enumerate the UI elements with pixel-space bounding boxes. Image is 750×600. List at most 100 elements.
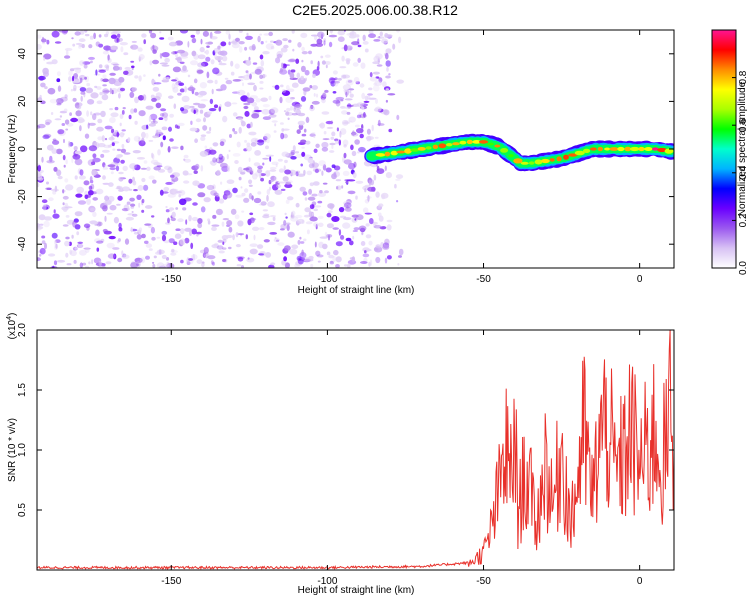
noise-speckle (86, 198, 91, 206)
noise-speckle (121, 254, 130, 259)
x-tick-label: -50 (476, 274, 491, 285)
noise-speckle (96, 126, 104, 132)
noise-speckle (37, 173, 43, 180)
noise-speckle (183, 158, 186, 161)
noise-speckle (92, 197, 98, 201)
noise-speckle (37, 125, 41, 129)
noise-speckle (263, 133, 271, 140)
noise-speckle (257, 244, 264, 249)
noise-speckle (244, 46, 248, 51)
noise-speckle (259, 172, 262, 179)
noise-speckle (268, 31, 274, 37)
noise-speckle (290, 149, 296, 156)
noise-speckle (228, 33, 231, 40)
noise-speckle (366, 95, 371, 100)
noise-speckle (212, 50, 216, 56)
noise-speckle (159, 37, 165, 40)
noise-speckle (350, 144, 354, 151)
noise-speckle (104, 137, 108, 141)
noise-speckle (84, 33, 90, 37)
noise-speckle (317, 200, 323, 204)
noise-speckle (310, 60, 314, 65)
noise-speckle (163, 186, 170, 192)
noise-speckle (331, 173, 337, 180)
noise-speckle (74, 247, 78, 250)
noise-speckle (266, 194, 269, 202)
ridge-hotspot (500, 148, 509, 153)
noise-speckle (49, 98, 58, 104)
noise-speckle (51, 30, 60, 38)
noise-speckle (130, 108, 135, 114)
noise-speckle (232, 187, 238, 194)
noise-speckle (257, 139, 264, 143)
noise-speckle (74, 31, 81, 36)
noise-speckle (351, 132, 359, 137)
noise-speckle (319, 190, 323, 194)
noise-speckle (73, 146, 78, 151)
noise-speckle (351, 214, 359, 218)
noise-speckle (373, 246, 383, 253)
noise-speckle (53, 260, 58, 266)
noise-speckle (202, 30, 209, 37)
noise-speckle (307, 196, 316, 201)
noise-speckle (69, 112, 72, 116)
noise-speckle (197, 62, 206, 68)
noise-speckle (125, 216, 134, 221)
noise-speckle (102, 205, 108, 212)
noise-speckle (328, 77, 336, 84)
noise-speckle (40, 82, 46, 88)
noise-speckle (296, 129, 301, 135)
noise-speckle (180, 228, 185, 235)
noise-speckle (349, 31, 357, 37)
noise-speckle (179, 88, 185, 93)
noise-speckle (382, 245, 390, 250)
noise-speckle (104, 195, 109, 201)
noise-speckle (325, 64, 328, 69)
noise-speckle (54, 118, 62, 121)
noise-speckle (72, 43, 76, 47)
noise-speckle (322, 164, 327, 171)
noise-speckle (290, 151, 295, 156)
noise-speckle (37, 225, 42, 231)
noise-speckle (310, 34, 319, 37)
noise-speckle (185, 219, 188, 225)
noise-speckle (325, 167, 332, 173)
noise-speckle (118, 76, 125, 83)
noise-speckle (281, 151, 290, 157)
noise-speckle (61, 30, 68, 35)
noise-speckle (171, 79, 177, 82)
noise-speckle (351, 30, 355, 34)
noise-speckle (207, 41, 214, 45)
noise-speckle (277, 158, 283, 162)
noise-speckle (230, 71, 235, 76)
noise-speckle (95, 229, 100, 236)
noise-speckle (285, 84, 290, 91)
noise-speckle (329, 261, 334, 265)
noise-speckle (282, 38, 288, 42)
noise-speckle (385, 60, 391, 67)
noise-speckle (369, 218, 374, 225)
noise-speckle (146, 124, 149, 130)
noise-speckle (334, 77, 338, 80)
noise-speckle (196, 231, 202, 235)
noise-speckle (174, 233, 182, 239)
noise-speckle (262, 116, 271, 120)
noise-speckle (110, 34, 118, 39)
noise-speckle (235, 37, 240, 42)
noise-speckle (284, 245, 291, 252)
noise-speckle (206, 45, 210, 48)
noise-speckle (155, 92, 162, 99)
ridge-hotspot (624, 146, 632, 152)
noise-speckle (276, 53, 283, 59)
ridge-hotspot (664, 148, 674, 154)
noise-speckle (65, 128, 69, 131)
noise-speckle (317, 192, 326, 197)
noise-speckle (324, 54, 331, 58)
noise-speckle (148, 175, 155, 180)
noise-speckle (262, 74, 267, 78)
noise-speckle (92, 157, 101, 163)
noise-speckle (188, 215, 192, 222)
noise-speckle (72, 75, 75, 82)
noise-speckle (63, 108, 68, 113)
noise-speckle (96, 240, 104, 244)
